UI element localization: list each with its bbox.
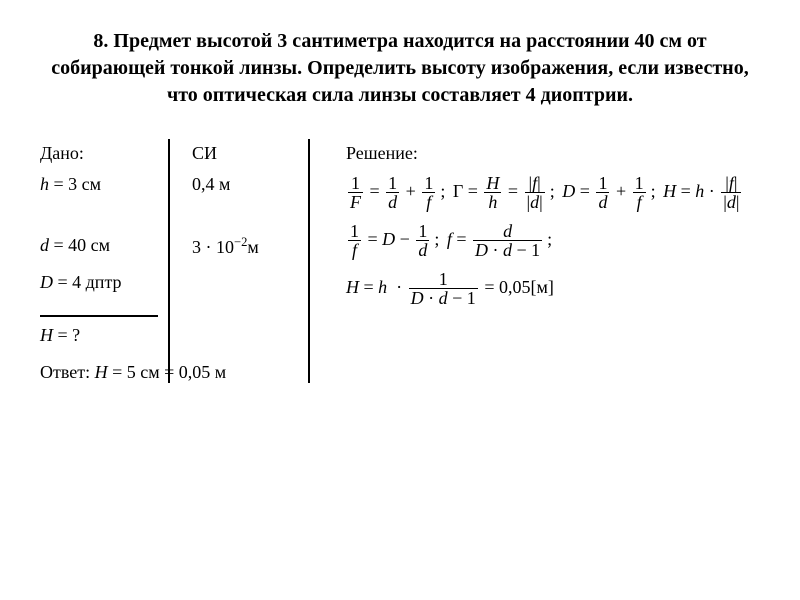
layout-grid: Дано: h = 3 см d = 40 см D = 4 дптр H = …: [40, 139, 760, 383]
answer-line: Ответ: H = 5 см = 0,05 м: [40, 362, 158, 383]
equation-line-3: H = h · 1D · d − 1 = 0,05[м]: [346, 270, 760, 308]
equation-line-1: 1F = 1d + 1f; Г = Hh = |f||d|; D = 1d + …: [346, 174, 760, 212]
given-separator: [40, 315, 158, 317]
given-heading: Дано:: [40, 143, 158, 164]
si-heading: СИ: [192, 143, 298, 164]
given-column: Дано: h = 3 см d = 40 см D = 4 дптр H = …: [40, 139, 170, 383]
given-d: d = 40 см: [40, 235, 158, 256]
answer-prefix: Ответ:: [40, 362, 95, 382]
si-d: 0,4 м: [192, 174, 298, 195]
page: 8. Предмет высотой 3 сантиметра находитс…: [0, 0, 800, 600]
given-h: h = 3 см: [40, 174, 158, 195]
given-D: D = 4 дптр: [40, 272, 158, 293]
si-h: 3 · 10−2м: [192, 235, 298, 258]
problem-title: 8. Предмет высотой 3 сантиметра находитс…: [50, 28, 750, 109]
solution-column: Решение: 1F = 1d + 1f; Г = Hh = |f||d|; …: [310, 139, 760, 383]
si-column: СИ 0,4 м 3 · 10−2м: [170, 139, 310, 383]
given-question: H = ?: [40, 325, 158, 346]
equation-line-2: 1f = D − 1d; f = dD · d − 1;: [346, 222, 760, 260]
bottom-crop: [0, 410, 800, 600]
solution-heading: Решение:: [346, 143, 760, 164]
